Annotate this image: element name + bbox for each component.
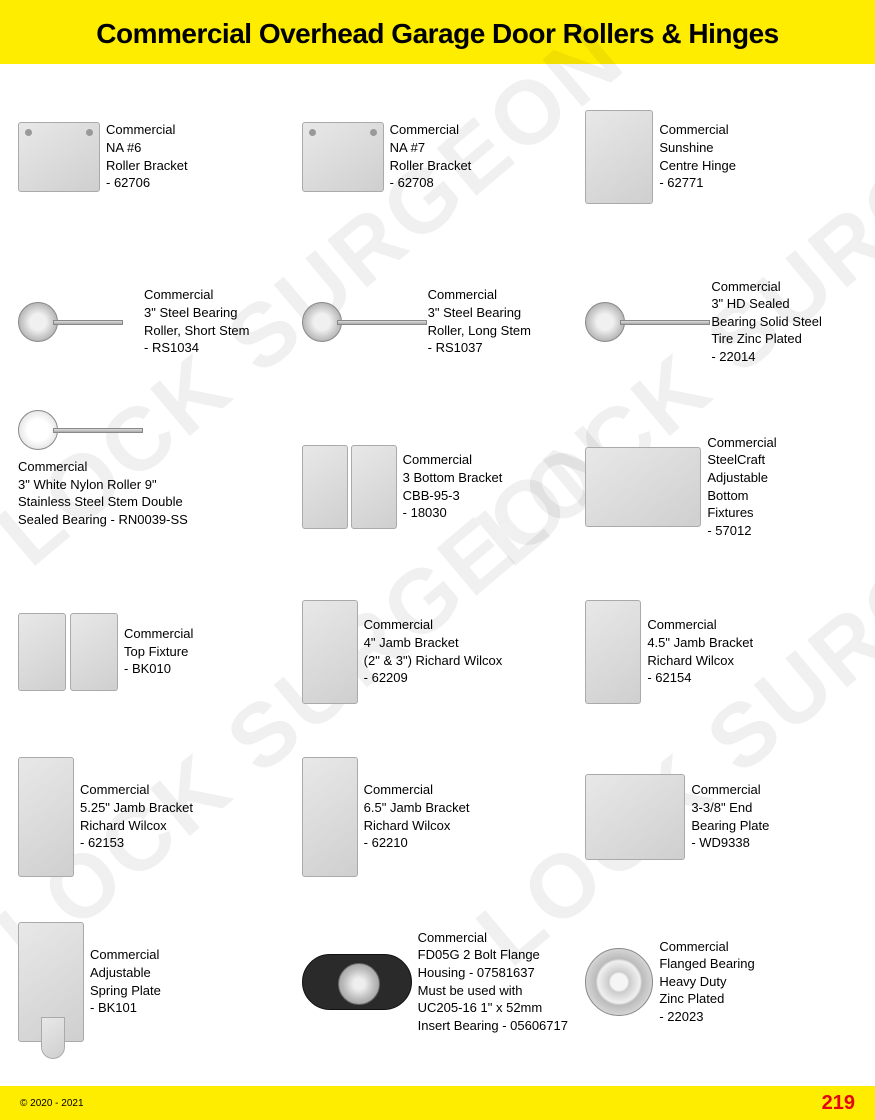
- product-description: CommercialSunshineCentre Hinge- 62771: [659, 121, 736, 191]
- product-description: Commercial3" Steel BearingRoller, Short …: [144, 286, 250, 356]
- product-description: Commercial3 Bottom BracketCBB-95-3- 1803…: [403, 451, 503, 521]
- product-item: Commercial3" Steel BearingRoller, Long S…: [302, 243, 574, 400]
- product-description: CommercialNA #6Roller Bracket- 62706: [106, 121, 188, 191]
- product-item: Commercial3-3/8" EndBearing Plate- WD933…: [585, 738, 857, 895]
- product-image: [18, 922, 84, 1042]
- product-image: [302, 757, 358, 877]
- product-image: [302, 445, 397, 529]
- page-title: Commercial Overhead Garage Door Rollers …: [20, 18, 855, 50]
- product-item: CommercialFD05G 2 Bolt FlangeHousing - 0…: [302, 903, 574, 1060]
- product-description: Commercial4.5" Jamb BracketRichard Wilco…: [647, 616, 753, 686]
- product-image: [18, 757, 74, 877]
- product-description: CommercialAdjustableSpring Plate- BK101: [90, 946, 161, 1016]
- product-image: [18, 408, 138, 452]
- product-image: [585, 600, 641, 704]
- product-description: CommercialTop Fixture- BK010: [124, 625, 193, 678]
- product-item: Commercial5.25" Jamb BracketRichard Wilc…: [18, 738, 290, 895]
- product-item: Commercial3 Bottom BracketCBB-95-3- 1803…: [302, 408, 574, 565]
- product-image: [585, 300, 705, 344]
- product-item: CommercialNA #6Roller Bracket- 62706: [18, 78, 290, 235]
- product-description: CommercialNA #7Roller Bracket- 62708: [390, 121, 472, 191]
- product-image: [302, 954, 412, 1010]
- copyright: © 2020 - 2021: [20, 1098, 84, 1109]
- product-image: [585, 110, 653, 204]
- product-image: [18, 300, 138, 344]
- product-item: Commercial6.5" Jamb BracketRichard Wilco…: [302, 738, 574, 895]
- product-item: CommercialSteelCraftAdjustableBottomFixt…: [585, 408, 857, 565]
- product-description: Commercial4" Jamb Bracket(2" & 3") Richa…: [364, 616, 503, 686]
- product-item: Commercial4.5" Jamb BracketRichard Wilco…: [585, 573, 857, 730]
- page-header: Commercial Overhead Garage Door Rollers …: [0, 0, 875, 64]
- page-footer: © 2020 - 2021 219: [0, 1086, 875, 1120]
- product-image: [302, 122, 384, 192]
- product-image: [302, 300, 422, 344]
- product-item: Commercial3" HD SealedBearing Solid Stee…: [585, 243, 857, 400]
- product-item: Commercial3" White Nylon Roller 9"Stainl…: [18, 408, 290, 565]
- product-item: CommercialTop Fixture- BK010: [18, 573, 290, 730]
- product-description: CommercialFlanged BearingHeavy DutyZinc …: [659, 938, 754, 1026]
- product-description: CommercialFD05G 2 Bolt FlangeHousing - 0…: [418, 929, 568, 1034]
- product-image: [18, 122, 100, 192]
- product-description: CommercialSteelCraftAdjustableBottomFixt…: [707, 434, 776, 539]
- product-item: Commercial3" Steel BearingRoller, Short …: [18, 243, 290, 400]
- product-item: CommercialAdjustableSpring Plate- BK101: [18, 903, 290, 1060]
- product-image: [302, 600, 358, 704]
- product-image: [18, 613, 118, 691]
- product-description: Commercial6.5" Jamb BracketRichard Wilco…: [364, 781, 470, 851]
- product-description: Commercial5.25" Jamb BracketRichard Wilc…: [80, 781, 193, 851]
- product-grid: CommercialNA #6Roller Bracket- 62706 Comm…: [18, 78, 857, 1060]
- product-item: Commercial4" Jamb Bracket(2" & 3") Richa…: [302, 573, 574, 730]
- product-description: Commercial3-3/8" EndBearing Plate- WD933…: [691, 781, 769, 851]
- product-description: Commercial3" HD SealedBearing Solid Stee…: [711, 278, 822, 366]
- product-description: Commercial3" White Nylon Roller 9"Stainl…: [18, 458, 188, 528]
- page-number: 219: [822, 1092, 855, 1115]
- product-image: [585, 774, 685, 860]
- product-item: CommercialFlanged BearingHeavy DutyZinc …: [585, 903, 857, 1060]
- product-image: [585, 948, 653, 1016]
- product-item: CommercialNA #7Roller Bracket- 62708: [302, 78, 574, 235]
- product-image: [585, 447, 701, 527]
- product-item: CommercialSunshineCentre Hinge- 62771: [585, 78, 857, 235]
- catalog-content: LOCK SURGEON LOCK SURGEON LOCK SURGEON L…: [0, 64, 875, 1060]
- product-description: Commercial3" Steel BearingRoller, Long S…: [428, 286, 531, 356]
